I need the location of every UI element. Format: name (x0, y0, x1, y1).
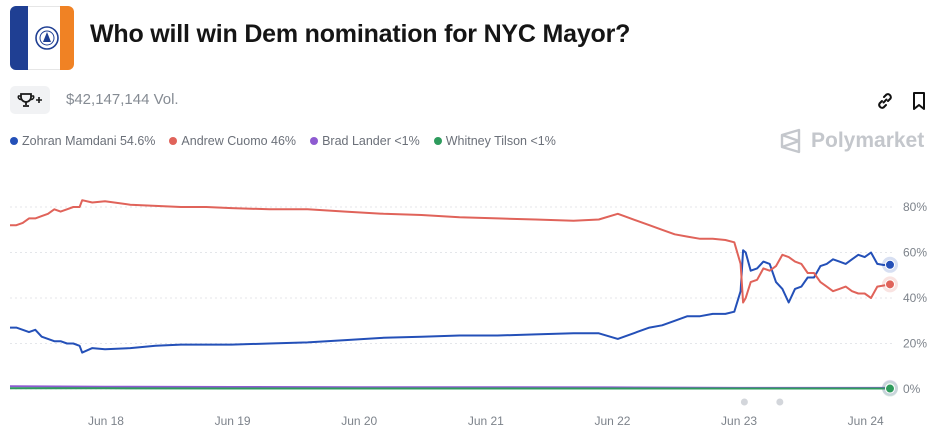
flag-blue-stripe (10, 6, 28, 70)
flag-orange-stripe (60, 6, 74, 70)
y-tick-label: 0% (903, 382, 921, 396)
legend-label-tilson: Whitney Tilson <1% (445, 134, 556, 148)
price-history-chart[interactable]: 0%20%40%60%80% Jun 18 Jun 19 Jun 20 Jun 21 J… (0, 180, 951, 431)
legend-item-mamdani[interactable]: Zohran Mamdani 54.6% (10, 134, 155, 148)
market-logo-flag (10, 6, 74, 70)
grid-layer (10, 206, 895, 390)
page-title: Who will win Dem nomination for NYC Mayo… (90, 20, 631, 48)
timeline-event-dot (740, 398, 748, 406)
volume-label: $42,147,144 Vol. (66, 91, 179, 108)
trophy-button[interactable] (10, 86, 50, 114)
legend-item-lander[interactable]: Brad Lander <1% (310, 134, 420, 148)
legend-label-cuomo: Andrew Cuomo 46% (181, 134, 297, 148)
x-tick-label: Jun 22 (594, 414, 630, 428)
y-axis-ticks: 0% 20% 40% 60% 80% (903, 200, 927, 396)
legend-dot-mamdani (10, 137, 18, 145)
y-tick-label: 60% (903, 246, 927, 260)
legend-item-cuomo[interactable]: Andrew Cuomo 46% (169, 134, 296, 148)
x-tick-label: Jun 18 (88, 414, 124, 428)
link-icon (878, 93, 892, 109)
x-tick-label: Jun 20 (341, 414, 377, 428)
end-markers (740, 256, 898, 406)
polymarket-brand[interactable]: Polymarket (779, 128, 924, 154)
chart-legend: Zohran Mamdani 54.6% Andrew Cuomo 46% Br… (10, 134, 556, 148)
legend-dot-lander (310, 137, 319, 145)
x-tick-label: Jun 24 (848, 414, 884, 428)
end-marker-zohran-mamdani (885, 259, 895, 270)
legend-dot-cuomo (169, 137, 178, 145)
legend-label-mamdani: Zohran Mamdani 54.6% (22, 134, 156, 148)
x-tick-label: Jun 21 (468, 414, 504, 428)
flag-white-stripe (28, 6, 60, 70)
nyc-seal-icon (35, 26, 59, 50)
series-line-andrew-cuomo (10, 199, 891, 304)
y-tick-label: 80% (903, 200, 927, 214)
polymarket-logo-icon (780, 128, 801, 154)
x-axis-ticks: Jun 18 Jun 19 Jun 20 Jun 21 Jun 22 Jun 23 Jun … (88, 414, 884, 428)
series-line-zohran-mamdani (10, 249, 891, 354)
legend-label-lander: Brad Lander <1% (322, 134, 420, 148)
copy-link-button[interactable] (874, 90, 896, 112)
series-layer (9, 199, 891, 390)
legend-dot-tilson (433, 137, 442, 145)
y-tick-label: 20% (903, 337, 927, 351)
end-marker-whitney-tilson (885, 383, 895, 394)
end-marker-andrew-cuomo (885, 279, 895, 290)
x-tick-label: Jun 23 (721, 414, 757, 428)
timeline-event-dot (776, 398, 784, 406)
y-tick-label: 40% (903, 291, 927, 305)
bookmark-icon (913, 92, 925, 110)
bookmark-button[interactable] (908, 90, 930, 112)
trophy-plus-icon (17, 93, 42, 107)
x-tick-label: Jun 19 (215, 414, 251, 428)
polymarket-wordmark: Polymarket (811, 129, 925, 152)
legend-item-tilson[interactable]: Whitney Tilson <1% (433, 134, 556, 148)
